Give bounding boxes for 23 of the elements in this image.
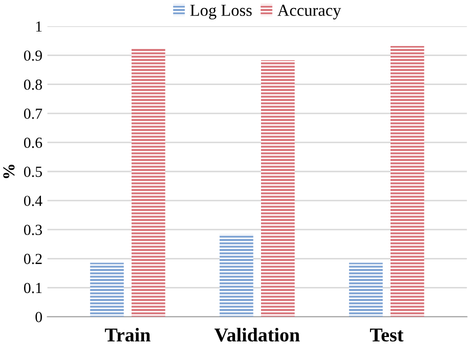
bar <box>261 60 295 317</box>
x-tick-label: Validation <box>214 328 300 342</box>
legend-label: Accuracy <box>277 4 342 20</box>
y-tick-label: 1 <box>36 21 42 32</box>
bar <box>220 234 254 317</box>
y-tick-label: 0.7 <box>24 108 42 119</box>
bar <box>390 46 424 317</box>
bar <box>132 48 166 317</box>
y-axis-title: % <box>3 164 15 178</box>
y-tick-label: 0.9 <box>24 50 42 61</box>
x-tick-label: Test <box>370 328 404 342</box>
y-tick-label: 0.5 <box>24 166 42 178</box>
y-tick-label: 0.4 <box>24 196 42 206</box>
y-tick-label: 0.6 <box>24 138 42 148</box>
y-tick-label: 0 <box>35 312 42 322</box>
bar <box>349 262 383 317</box>
legend-label: Log Loss <box>190 4 252 20</box>
x-tick-label: Train <box>104 328 150 342</box>
y-tick-label: 0.8 <box>24 79 42 90</box>
bar <box>90 262 124 317</box>
y-tick-label: 0.2 <box>24 254 42 264</box>
y-tick-label: 0.1 <box>24 282 42 294</box>
y-tick-label: 0.3 <box>24 224 42 236</box>
